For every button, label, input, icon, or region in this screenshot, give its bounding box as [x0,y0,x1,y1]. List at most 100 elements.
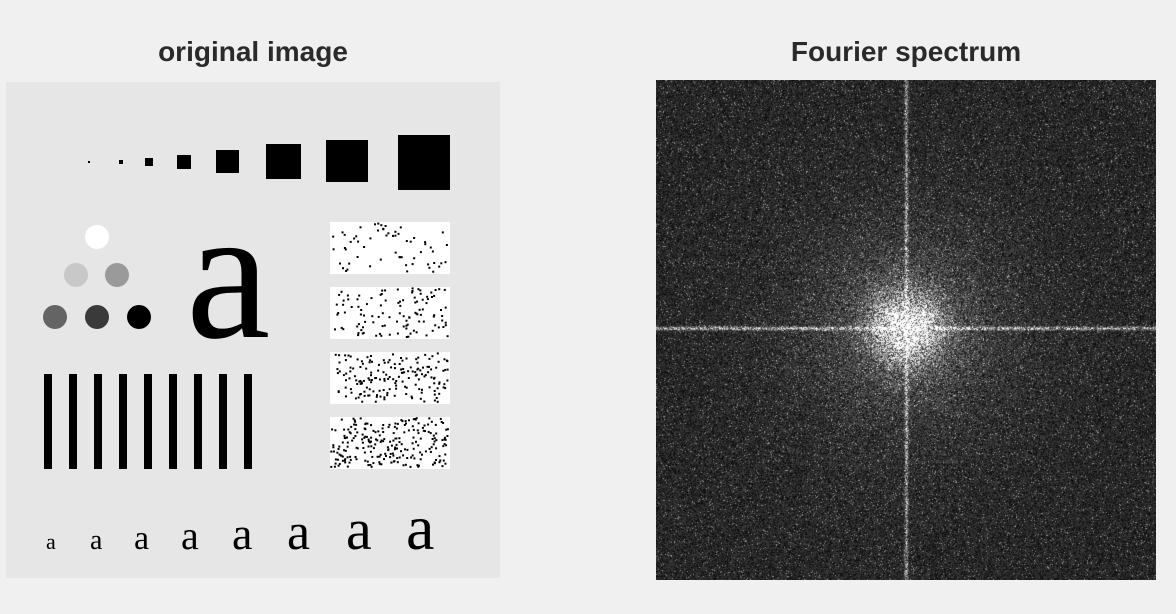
noise-speck [378,434,381,437]
noise-speck [355,235,358,238]
noise-speck [349,455,352,458]
noise-speck [428,365,430,368]
noise-speck [378,332,381,335]
noise-speck [419,369,422,372]
noise-speck [444,261,447,264]
noise-speck [384,289,387,292]
noise-speck [346,445,349,448]
noise-speck [435,397,438,399]
noise-speck [361,362,364,365]
noise-speck [369,265,372,268]
noise-speck [337,448,340,450]
noise-speck [434,423,437,426]
noise-speck [334,353,337,356]
noise-speck [428,417,431,420]
bar [219,374,227,469]
noise-speck [380,293,383,295]
noise-speck [441,319,444,322]
noise-speck [415,417,418,420]
noise-speck [412,447,415,450]
noise-speck [383,379,386,382]
noise-speck [364,459,367,462]
noise-speck [411,370,414,373]
noise-speck [336,313,339,316]
noise-speck [403,431,406,434]
noise-speck [430,376,433,379]
noise-speck [435,439,438,442]
noise-speck [341,231,344,234]
noise-speck [445,444,448,447]
gray-circles [43,225,151,329]
noise-speck [431,355,434,358]
noise-speck [347,428,350,431]
noise-speck [412,418,415,421]
noise-speck [370,371,373,374]
noise-speck [433,382,436,385]
noise-speck [444,368,447,371]
noise-speck [349,240,352,243]
noise-speck [396,457,399,460]
square-3 [145,158,153,166]
noise-speck [441,439,444,442]
noise-speck [428,357,431,360]
noise-speck [363,246,366,248]
noise-speck [424,450,427,453]
noise-speck [342,328,345,331]
noise-speck [431,250,434,253]
noise-speck [386,391,389,394]
noise-speck [364,428,367,431]
noise-speck [348,377,351,380]
noise-speck [425,334,428,337]
noise-speck [441,315,444,317]
noise-speck [341,441,344,444]
noise-speck [357,305,360,308]
noise-speck [433,440,436,443]
noise-speck [360,381,363,384]
noise-speck [443,436,446,439]
noise-speck [418,320,421,323]
noise-speck [388,376,391,378]
noise-speck [414,418,417,421]
noise-speck [335,303,338,306]
noise-speck [371,455,374,458]
noise-speck [417,288,420,291]
noise-speck [416,300,419,303]
noise-speck [421,298,424,301]
noise-speck [404,463,407,466]
noise-speck [427,423,430,426]
noise-speck [367,445,370,448]
noise-speck [370,374,372,377]
noise-speck [357,332,360,335]
noise-speck [361,438,364,441]
noise-speck [419,313,422,316]
noise-speck [421,426,424,429]
noise-speck [416,361,419,364]
noise-speck [378,455,381,458]
noise-speck [393,425,396,428]
noise-speck [405,336,408,338]
fourier-spectrum-title: Fourier spectrum [790,36,1022,67]
noise-speck [346,456,349,459]
noise-speck [399,256,402,259]
noise-speck [383,324,386,327]
noise-speck [347,354,350,357]
noise-speck [394,367,396,370]
noise-speck [350,425,353,428]
noise-speck [372,447,375,450]
noise-speck [357,396,360,399]
noise-speck [395,380,398,382]
noise-speck [366,356,369,359]
noise-speck [397,232,400,235]
noise-speck [338,354,341,357]
noise-speck [412,329,415,332]
noise-speck [388,388,391,391]
noise-speck [343,233,346,236]
noise-speck [426,365,429,368]
noise-speck [414,371,417,374]
noise-speck [378,461,381,464]
noise-speck [422,429,425,432]
noise-speck [381,325,384,328]
noise-speck [446,379,449,382]
noise-speck [360,360,363,363]
noise-speck [415,358,418,361]
